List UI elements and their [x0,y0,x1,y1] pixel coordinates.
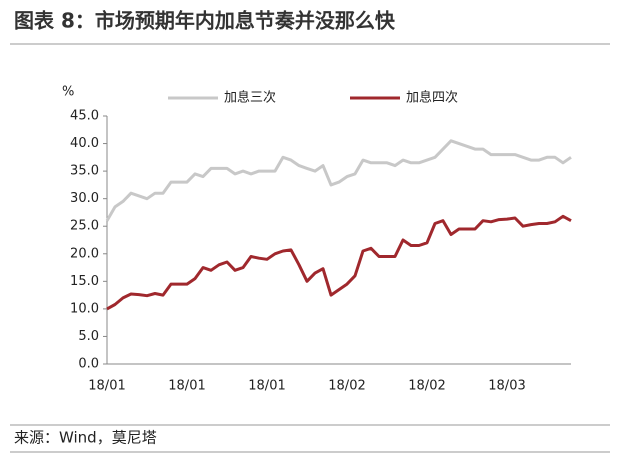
line-series [105,139,572,222]
legend-label: 加息四次 [406,90,458,106]
y-tick-label: 40.0 [70,136,99,151]
y-tick-label: 25.0 [70,219,99,234]
y-tick-label: 45.0 [70,109,99,124]
x-tick-label: 18/02 [328,379,365,394]
y-tick-label: 15.0 [70,274,99,289]
y-tick-label: 30.0 [70,191,99,206]
line-series [106,214,572,311]
y-tick-label: 35.0 [70,164,99,179]
y-tick-label: 20.0 [70,246,99,261]
legend-label: 加息三次 [224,90,276,106]
y-tick-label: 5.0 [78,329,99,344]
y-axis-label: % [62,85,74,100]
y-tick-label: 10.0 [70,301,99,316]
x-tick-label: 18/01 [248,379,285,394]
y-tick-label: 0.0 [78,357,99,372]
x-tick-label: 18/01 [168,379,205,394]
x-tick-label: 18/02 [408,379,445,394]
source: 来源：Wind，莫尼塔 [14,429,157,447]
chart-title: 图表 8：市场预期年内加息节奏并没那么快 [14,9,396,33]
x-tick-label: 18/03 [488,379,525,394]
x-tick-label: 18/01 [88,379,125,394]
